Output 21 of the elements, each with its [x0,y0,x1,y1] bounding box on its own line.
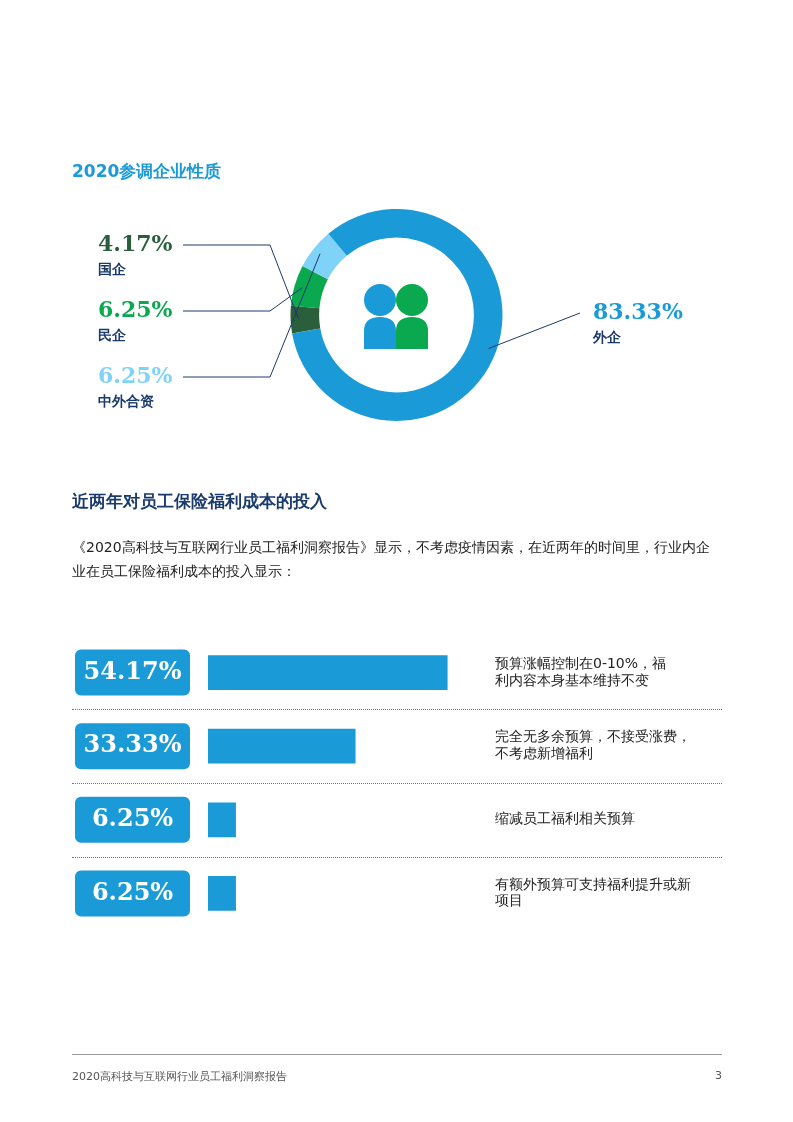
chart-title: 2020参调企业性质 [72,160,222,183]
data-label: 6.25% [98,295,173,322]
data-label: 6.25% [98,361,173,388]
y-tick-label: 有额外预算可支持福利提升或新项目 [495,875,691,909]
y-tick-label: 缩减员工福利相关预算 [495,810,635,827]
slice-label: 民企 [98,326,127,343]
chart-subtitle: 《2020高科技与互联网行业员工福利洞察报告》显示，不考虑疫情因素，在近两年的时间里，行业内企业在员工保险福利成本的投入显示： [72,538,711,581]
data-label: 6.25% [91,803,174,833]
y-tick-label: 完全无多余预算，不接受涨费，不考虑新增福利 [495,728,691,762]
slice-label: 外企 [592,328,622,345]
chart-title: 近两年对员工保险福利成本的投入 [72,490,327,513]
data-label: 54.17% [83,655,182,685]
slice-label: 中外合资 [98,392,154,409]
text: 3 [715,1069,722,1082]
y-tick-label: 预算涨幅控制在0-10%，福利内容本身基本维持不变 [495,654,667,688]
data-label: 4.17% [98,229,173,256]
text: 2020高科技与互联网行业员工福利洞察报告 [72,1069,287,1084]
data-label: 6.25% [91,876,174,906]
slice-label: 国企 [98,260,127,277]
data-label: 33.33% [83,729,182,759]
data-label: 83.33% [593,297,683,324]
